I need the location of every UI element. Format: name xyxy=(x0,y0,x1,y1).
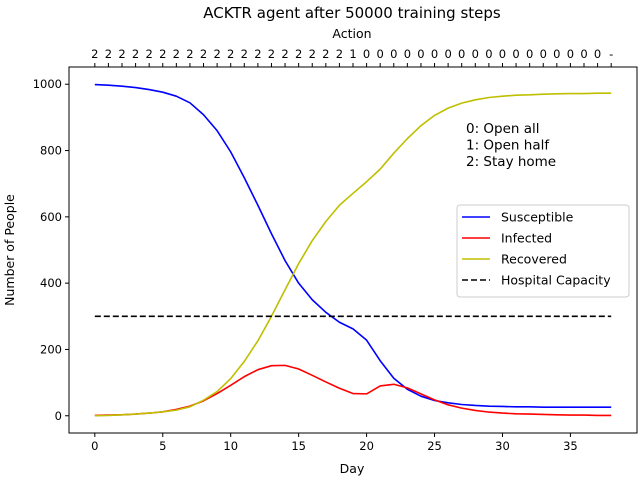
series-line-infected xyxy=(94,364,612,417)
x-tick-label: 35 xyxy=(563,439,578,453)
legend-label: Infected xyxy=(501,231,552,246)
action-tick-label: 2 xyxy=(227,47,234,61)
action-tick-label: 2 xyxy=(105,47,112,61)
x-tick-label: 20 xyxy=(359,439,374,453)
action-tick-label: 0 xyxy=(540,47,547,61)
action-legend-line: 1: Open half xyxy=(466,138,550,154)
action-tick-label: 0 xyxy=(499,47,506,61)
action-tick-label: 2 xyxy=(322,47,329,61)
action-tick-label: 2 xyxy=(186,47,193,61)
action-tick-label: 2 xyxy=(200,47,207,61)
x-axis-label: Day xyxy=(340,461,365,476)
x-tick-label: 0 xyxy=(91,439,98,453)
action-tick-label: 0 xyxy=(377,47,384,61)
y-axis-label: Number of People xyxy=(2,194,17,306)
x-tick-label: 25 xyxy=(427,439,442,453)
action-tick-label: 0 xyxy=(444,47,451,61)
action-tick-label: 2 xyxy=(159,47,166,61)
action-tick-label: 0 xyxy=(485,47,492,61)
chart-title: ACKTR agent after 50000 training steps xyxy=(203,4,501,22)
action-tick-label: 0 xyxy=(417,47,424,61)
x-tick-label: 15 xyxy=(291,439,306,453)
action-tick-label: 2 xyxy=(281,47,288,61)
series-line-susceptible xyxy=(94,83,612,408)
action-tick-label: 0 xyxy=(404,47,411,61)
action-tick-label: 0 xyxy=(431,47,438,61)
action-tick-label: 1 xyxy=(349,47,356,61)
action-tick-label: 0 xyxy=(472,47,479,61)
legend: Susceptible Infected Recovered Hospital Cap… xyxy=(456,204,630,298)
action-tick-label: 2 xyxy=(336,47,343,61)
action-tick-label: 2 xyxy=(309,47,316,61)
action-tick-label: 0 xyxy=(567,47,574,61)
y-tick-label: 600 xyxy=(40,210,62,224)
action-tick-label: 2 xyxy=(295,47,302,61)
action-tick-label: 0 xyxy=(512,47,519,61)
action-tick-label: 2 xyxy=(118,47,125,61)
x-tick-label: 30 xyxy=(495,439,510,453)
y-tick-label: 400 xyxy=(40,276,62,290)
x-tick-label: 5 xyxy=(159,439,166,453)
action-tick-label: 2 xyxy=(241,47,248,61)
action-tick-label: 0 xyxy=(458,47,465,61)
y-tick-label: 0 xyxy=(55,409,62,423)
legend-label: Susceptible xyxy=(501,210,574,225)
series-line-recovered xyxy=(94,92,612,417)
legend-label: Hospital Capacity xyxy=(501,273,611,288)
top-axis-label: Action xyxy=(332,26,371,41)
action-tick-label: 2 xyxy=(268,47,275,61)
y-tick-label: 800 xyxy=(40,144,62,158)
plot-area xyxy=(94,83,612,417)
action-tick-label: 0 xyxy=(553,47,560,61)
action-tick-label: 2 xyxy=(254,47,261,61)
action-legend-line: 0: Open all xyxy=(466,121,540,137)
action-tick-label: 0 xyxy=(594,47,601,61)
action-tick-label: 0 xyxy=(390,47,397,61)
legend-label: Recovered xyxy=(501,252,567,267)
y-tick-label: 200 xyxy=(40,342,62,356)
action-tick-label: - xyxy=(609,47,613,61)
action-tick-label: 0 xyxy=(580,47,587,61)
action-legend-line: 2: Stay home xyxy=(466,154,556,170)
legend-box xyxy=(456,204,630,298)
action-tick-label: 2 xyxy=(146,47,153,61)
action-tick-label: 2 xyxy=(173,47,180,61)
y-tick-label: 1000 xyxy=(33,77,62,91)
action-tick-label: 0 xyxy=(526,47,533,61)
action-tick-label: 2 xyxy=(132,47,139,61)
action-tick-label: 2 xyxy=(213,47,220,61)
action-tick-label: 0 xyxy=(363,47,370,61)
action-tick-label: 2 xyxy=(91,47,98,61)
x-tick-label: 10 xyxy=(223,439,238,453)
